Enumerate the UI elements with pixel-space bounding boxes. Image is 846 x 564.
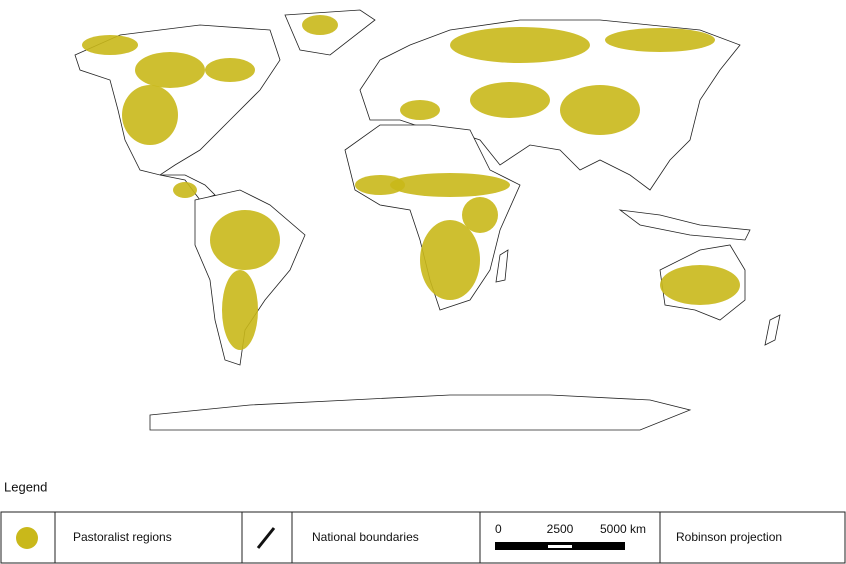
pastoralist-areas	[82, 15, 740, 350]
legend-table: Pastoralist regions National boundaries …	[0, 511, 846, 564]
central-america	[159, 174, 216, 201]
legend-title: Legend	[4, 479, 47, 494]
scale-bar: 0 2500 5000 km	[495, 522, 646, 550]
world-map	[74, 9, 781, 431]
scale-tick-label: 0	[495, 522, 502, 536]
scale-bar-segment	[548, 545, 572, 548]
scale-tick-label: 2500	[547, 522, 574, 536]
antarctica	[149, 394, 692, 431]
madagascar	[495, 249, 509, 283]
pastoral-icon	[16, 527, 38, 549]
new-zealand	[764, 314, 781, 346]
indonesia	[618, 209, 751, 241]
legend-item: Pastoralist regions	[73, 530, 172, 544]
legend-item: National boundaries	[312, 530, 419, 544]
boundary-icon	[256, 527, 276, 549]
scale-tick-label: 5000 km	[600, 522, 646, 536]
legend-item: Robinson projection	[676, 530, 782, 544]
